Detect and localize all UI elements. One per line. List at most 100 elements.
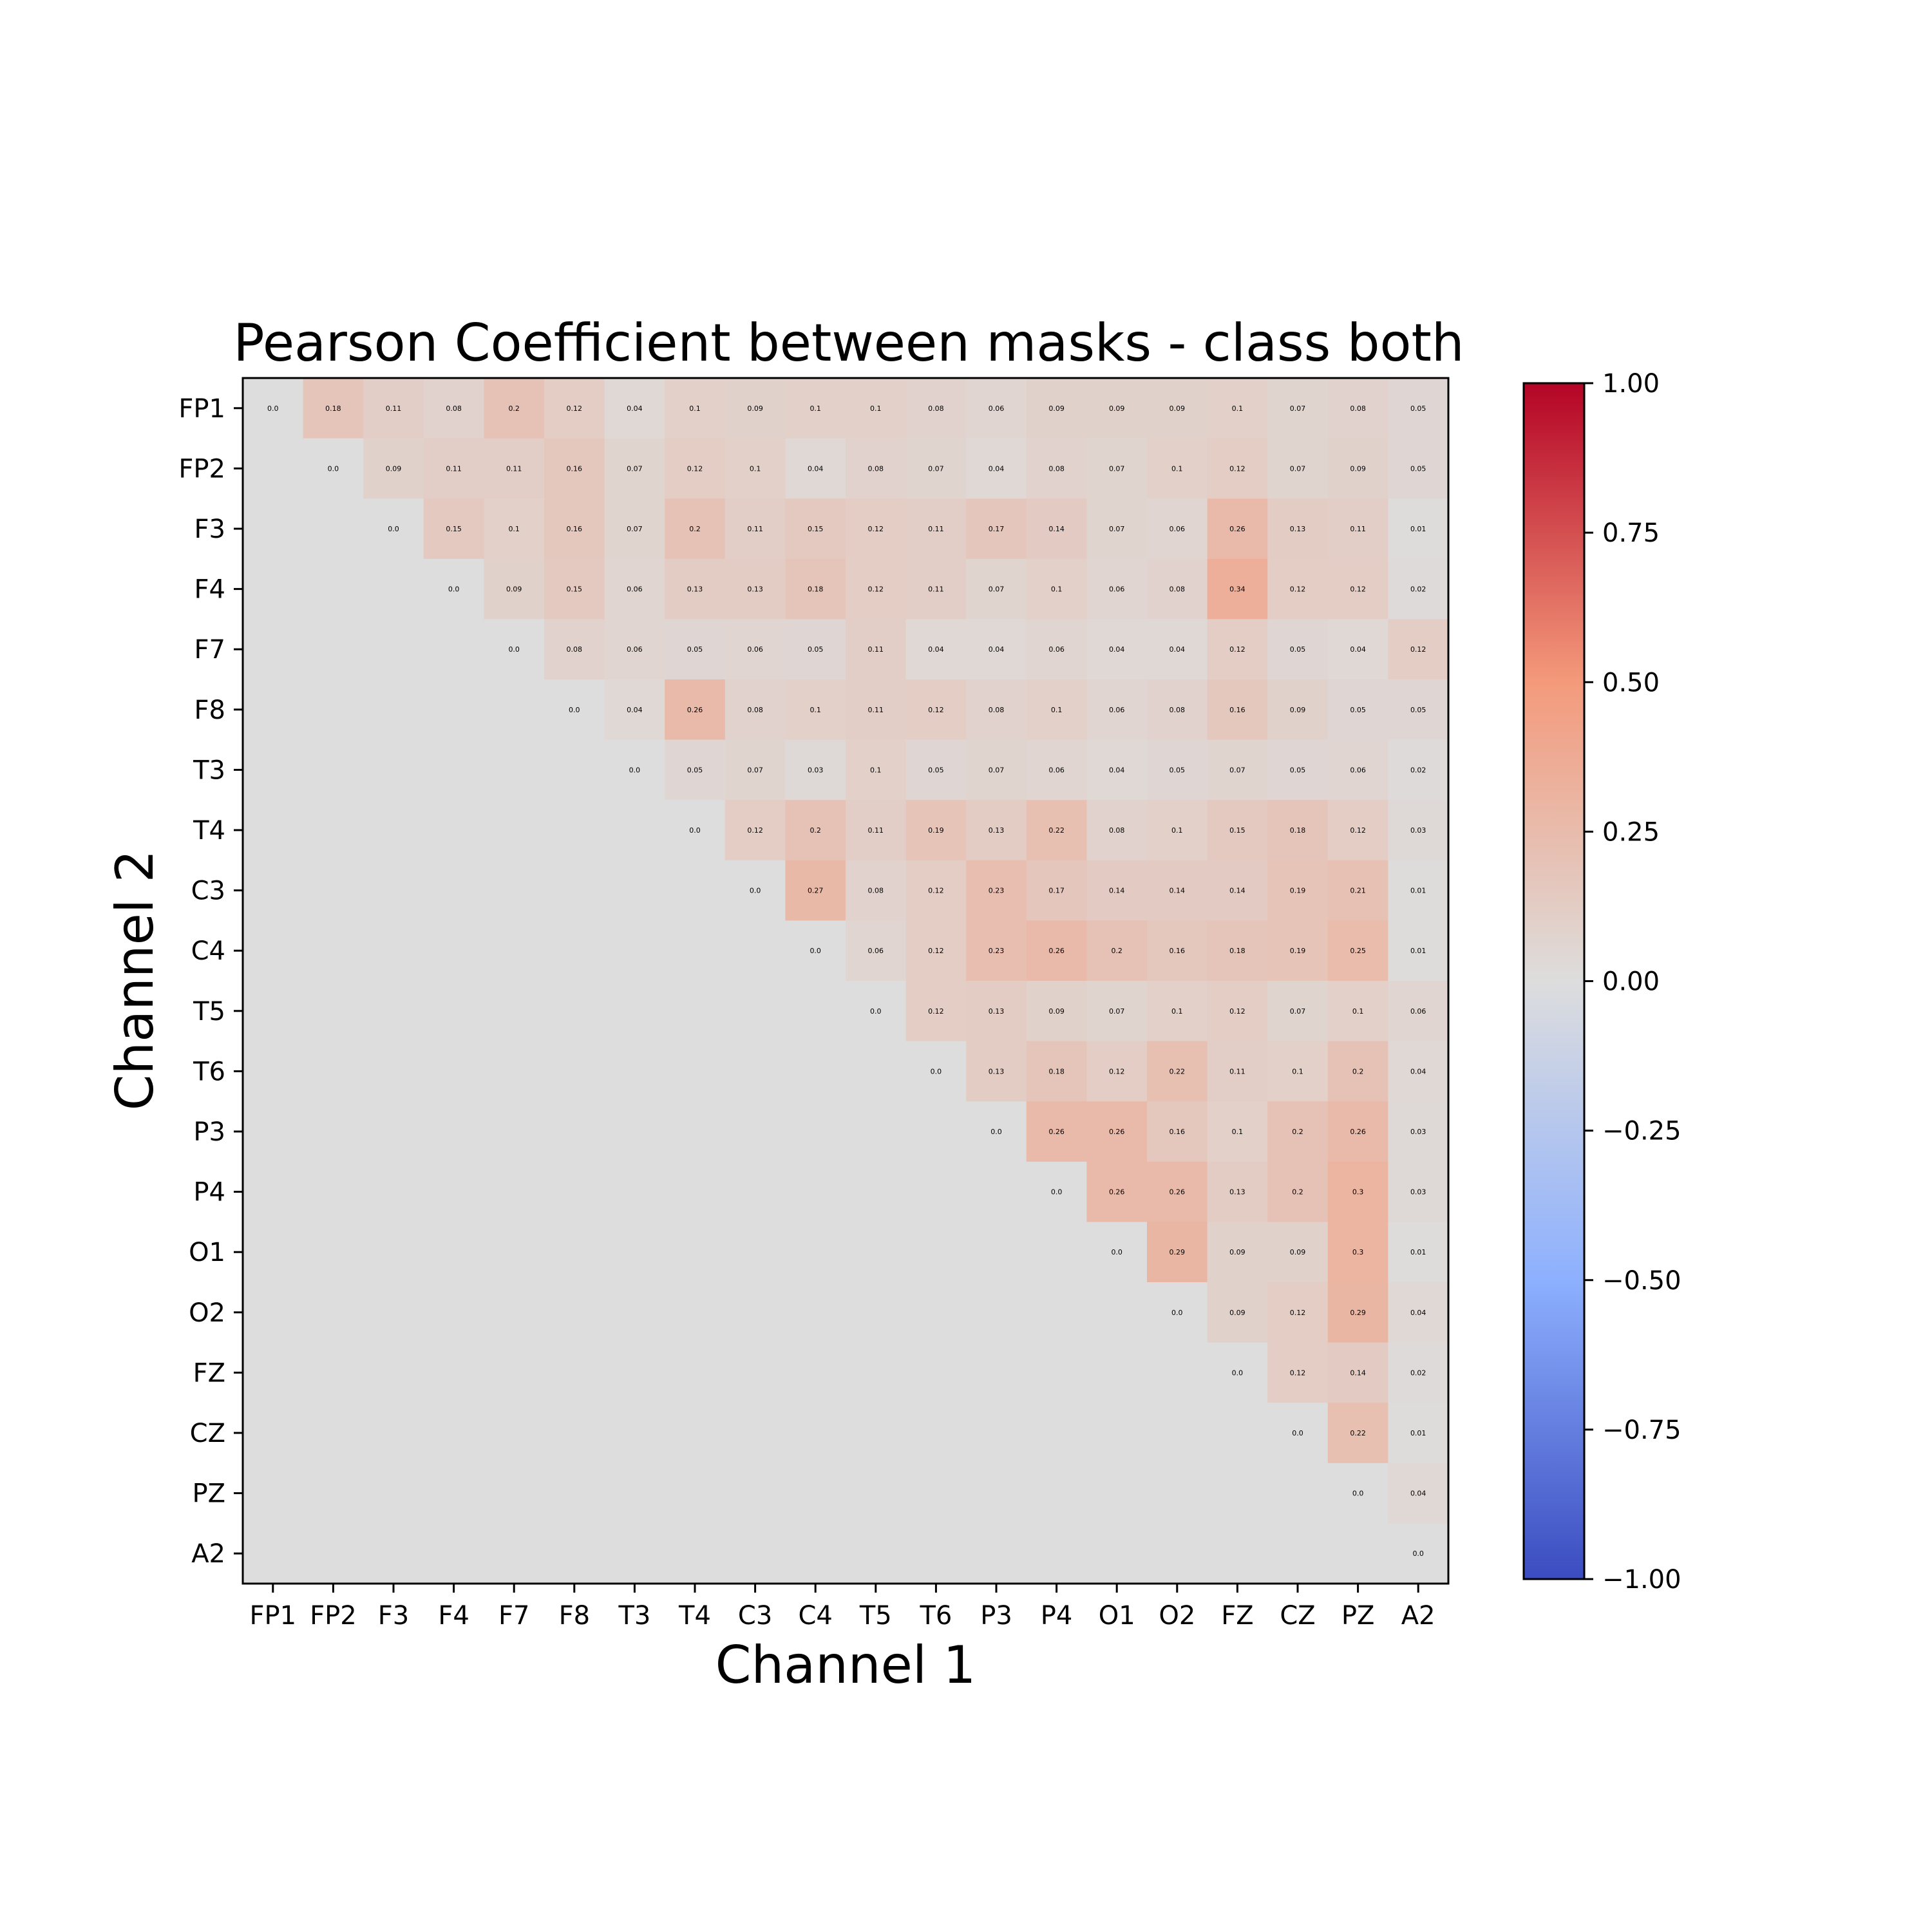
heatmap-cell — [243, 1222, 304, 1283]
heatmap-cell — [905, 619, 967, 680]
heatmap-cell — [1207, 619, 1268, 680]
heatmap-cell-label: 0.04 — [928, 645, 944, 654]
heatmap-cell — [1147, 1403, 1208, 1464]
heatmap-cell — [785, 1101, 846, 1162]
heatmap-cell-label: 0.01 — [1410, 887, 1426, 895]
x-tick-label: F7 — [498, 1601, 529, 1631]
heatmap-cell — [1388, 619, 1449, 680]
heatmap-cell — [724, 1041, 786, 1102]
heatmap-cell — [604, 438, 665, 499]
heatmap-cell — [303, 498, 364, 560]
heatmap-cell-label: 0.29 — [1170, 1248, 1186, 1256]
heatmap-cell-label: 0.26 — [1229, 525, 1245, 533]
heatmap-cell — [1267, 1523, 1329, 1584]
y-tick-label: O2 — [189, 1298, 225, 1328]
heatmap-cell-label: 0.09 — [1229, 1248, 1245, 1256]
heatmap-cell-label: 0.04 — [1109, 645, 1125, 654]
heatmap-cell-label: 0.0 — [1111, 1248, 1122, 1256]
heatmap-cell-label: 0.27 — [808, 887, 824, 895]
heatmap-cell-label: 0.07 — [1109, 525, 1125, 533]
heatmap-cell — [484, 800, 545, 861]
heatmap-cell-label: 0.08 — [928, 404, 944, 413]
heatmap-cell — [484, 1342, 545, 1403]
heatmap-cell — [665, 1342, 726, 1403]
heatmap-cell — [905, 1342, 967, 1403]
heatmap-cell — [966, 438, 1027, 499]
heatmap-cell-label: 0.2 — [810, 826, 821, 835]
heatmap-cell-label: 0.23 — [989, 887, 1005, 895]
heatmap-cell — [363, 498, 424, 560]
heatmap-cell — [1147, 860, 1208, 921]
heatmap-cell — [303, 1523, 364, 1584]
heatmap-cell — [423, 1222, 484, 1283]
heatmap-cell — [423, 679, 484, 741]
heatmap-cell-label: 0.02 — [1410, 766, 1426, 774]
heatmap-cell — [1026, 1282, 1087, 1343]
heatmap-cell — [724, 1403, 786, 1464]
heatmap-cell — [905, 1041, 967, 1102]
heatmap-cell — [544, 1282, 605, 1343]
heatmap-cell — [665, 1463, 726, 1524]
heatmap-cell — [604, 800, 665, 861]
heatmap-cell — [665, 1161, 726, 1222]
heatmap-cell — [1327, 1403, 1388, 1464]
heatmap-cell — [423, 1041, 484, 1102]
y-tick-label: PZ — [192, 1479, 225, 1509]
heatmap-cell — [303, 800, 364, 861]
heatmap-cell — [1026, 438, 1087, 499]
heatmap-cell-label: 0.2 — [1292, 1128, 1303, 1136]
x-tick-label: F3 — [378, 1601, 409, 1631]
heatmap-cell — [423, 800, 484, 861]
colorbar-tick-label: 0.00 — [1602, 967, 1660, 997]
heatmap-cell — [1388, 438, 1449, 499]
heatmap-cell — [846, 920, 907, 981]
heatmap-cell — [846, 558, 907, 620]
heatmap-cell — [243, 860, 304, 921]
heatmap-cell — [665, 1403, 726, 1464]
heatmap-cell — [1207, 498, 1268, 560]
heatmap-cell-label: 0.06 — [868, 947, 884, 955]
heatmap-cell-label: 0.26 — [687, 706, 703, 714]
heatmap-cell — [724, 1463, 786, 1524]
y-tick-label: T4 — [193, 816, 225, 846]
heatmap-cell-label: 0.12 — [1350, 826, 1366, 835]
heatmap-cell — [1026, 1403, 1087, 1464]
colorbar — [1522, 382, 1586, 1580]
colorbar-tick-label: 1.00 — [1602, 369, 1660, 399]
heatmap-cell — [665, 679, 726, 741]
y-axis-label: Channel 2 — [105, 850, 165, 1111]
heatmap-cell — [905, 1222, 967, 1283]
heatmap-cell — [1267, 800, 1329, 861]
heatmap-cell-label: 0.02 — [1410, 585, 1426, 594]
heatmap-cell — [665, 981, 726, 1042]
heatmap-cell — [724, 1161, 786, 1222]
heatmap-cell-label: 0.17 — [989, 525, 1005, 533]
heatmap-cell — [544, 1403, 605, 1464]
heatmap-cell — [484, 1463, 545, 1524]
heatmap-cell-label: 0.26 — [1048, 1128, 1065, 1136]
heatmap-cell — [1086, 1523, 1148, 1584]
heatmap-cell — [905, 378, 967, 439]
heatmap-cell — [303, 1342, 364, 1403]
heatmap-cell — [1086, 1101, 1148, 1162]
heatmap-cell-label: 0.1 — [810, 706, 821, 714]
heatmap-cell — [303, 1041, 364, 1102]
heatmap-cell-label: 0.07 — [1109, 1007, 1125, 1016]
heatmap-cell — [1026, 378, 1087, 439]
heatmap-cell — [423, 860, 484, 921]
heatmap-cell — [544, 1101, 605, 1162]
heatmap-cell — [785, 860, 846, 921]
heatmap-cell-label: 0.09 — [386, 464, 402, 473]
heatmap-cell-label: 0.06 — [989, 404, 1005, 413]
heatmap-cell-label: 0.06 — [1109, 706, 1125, 714]
heatmap-cell — [604, 1222, 665, 1283]
heatmap-cell — [1267, 1101, 1329, 1162]
heatmap-cell — [665, 860, 726, 921]
heatmap-cell-label: 0.1 — [1292, 1067, 1303, 1075]
heatmap-cell-label: 0.06 — [1350, 766, 1366, 774]
y-tick-label: C3 — [191, 876, 225, 906]
heatmap-cell — [1267, 378, 1329, 439]
heatmap-cell — [785, 1161, 846, 1222]
heatmap-cell — [724, 1222, 786, 1283]
heatmap-cell-label: 0.14 — [1229, 887, 1245, 895]
